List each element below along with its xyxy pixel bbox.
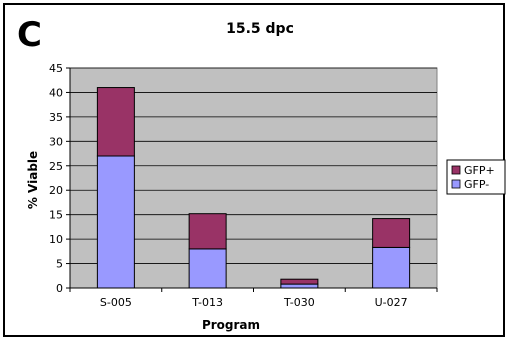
- bar-segment: [96, 87, 135, 157]
- bar-segment: [280, 283, 319, 289]
- legend: GFP+GFP-: [446, 159, 506, 195]
- panel-label: C: [17, 15, 42, 55]
- y-tick-label: 5: [56, 258, 63, 271]
- y-tick-label: 35: [49, 111, 63, 124]
- y-tick-label: 45: [49, 62, 63, 75]
- legend-label: GFP-: [464, 178, 489, 191]
- bar-segment: [188, 213, 227, 250]
- y-tick-label: 30: [49, 135, 63, 148]
- x-axis-title: Program: [202, 318, 260, 332]
- legend-swatch: [451, 165, 461, 175]
- bar-segment: [188, 248, 227, 289]
- x-axis-ticks: S-005 T-013 T-030 U-027: [69, 288, 438, 309]
- bars: [96, 87, 411, 289]
- legend-swatch: [451, 179, 461, 189]
- bar-segment: [96, 155, 135, 289]
- x-tick-label: S-005: [100, 296, 132, 309]
- y-tick-label: 10: [49, 233, 63, 246]
- y-tick-label: 40: [49, 86, 63, 99]
- chart-title: 15.5 dpc: [226, 21, 294, 37]
- bar-segment: [372, 218, 411, 248]
- y-tick-label: 15: [49, 209, 63, 222]
- y-tick-label: 0: [56, 282, 63, 295]
- bar-segment: [372, 246, 411, 289]
- bar-segment: [280, 278, 319, 285]
- y-axis-ticks: 0 5 10 15 20 25 30 35 40 45: [49, 62, 70, 295]
- x-tick-label: U-027: [375, 296, 408, 309]
- x-tick-label: T-013: [191, 296, 223, 309]
- y-tick-label: 25: [49, 160, 63, 173]
- legend-label: GFP+: [464, 164, 495, 177]
- y-tick-label: 20: [49, 184, 63, 197]
- x-tick-label: T-030: [283, 296, 315, 309]
- y-axis-title: % Viable: [26, 151, 40, 209]
